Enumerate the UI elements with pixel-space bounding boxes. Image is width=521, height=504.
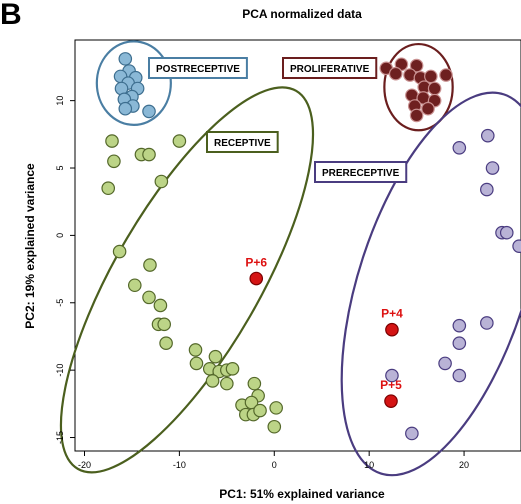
x-tick-label: -10: [173, 460, 186, 470]
proliferative-point: [427, 81, 442, 96]
prereceptive-point: [452, 368, 467, 383]
prereceptive-point: [452, 141, 467, 155]
prereceptive-point: [480, 316, 494, 330]
receptive-point: [159, 336, 173, 350]
receptive-point: [143, 258, 157, 272]
plot-frame: [74, 39, 521, 452]
proliferative-point: [424, 69, 438, 84]
annotated-point: [249, 271, 264, 286]
receptive-point: [142, 290, 156, 305]
x-axis-ticks: -20 -10 0 10 20: [78, 451, 469, 470]
point-annotations: P+6 P+4 P+5: [245, 256, 403, 393]
prereceptive-point: [512, 239, 521, 253]
prereceptive-point: [438, 356, 452, 371]
postreceptive-point: [118, 52, 133, 66]
annotation-p-5: P+5: [380, 378, 402, 392]
prereceptive-point: [385, 368, 399, 383]
proliferative-point: [388, 66, 403, 81]
receptive-point: [189, 356, 204, 371]
prereceptive-point: [499, 225, 514, 240]
proliferative-label-box: PROLIFERATIVE: [282, 57, 378, 79]
y-axis-ticks: -15 -10 -5 0 5 10: [55, 96, 75, 444]
proliferative-point: [409, 108, 424, 123]
receptive-point: [107, 154, 121, 169]
x-tick-label: -20: [78, 460, 91, 470]
y-tick-label: -15: [55, 431, 65, 444]
y-tick-label: -10: [55, 364, 65, 377]
annotated-point: [384, 394, 398, 408]
receptive-point: [220, 376, 234, 391]
receptive-point: [253, 403, 267, 418]
receptive-point: [157, 317, 171, 332]
receptive-label-box: RECEPTIVE: [206, 131, 279, 153]
proliferative-label: PROLIFERATIVE: [290, 64, 370, 75]
prereceptive-label: PRERECEPTIVE: [322, 168, 400, 179]
group-labels: POSTRECEPTIVE PROLIFERATIVE RECEPTIVE PRERE…: [148, 57, 408, 183]
prereceptive-point: [405, 426, 419, 441]
proliferative-point: [421, 101, 435, 116]
receptive-point: [267, 419, 282, 434]
prereceptive-point: [480, 128, 495, 143]
prereceptive-point: [480, 182, 494, 197]
proliferative-ellipse: [383, 42, 454, 132]
prereceptive-ellipse: [340, 91, 521, 477]
receptive-point: [127, 278, 142, 293]
receptive-point: [247, 376, 262, 391]
data-points: [101, 52, 521, 441]
annotated-point: [385, 322, 399, 337]
receptive-label-frame: [206, 131, 279, 153]
receptive-point: [225, 361, 240, 376]
panel-letter: B: [0, 0, 22, 31]
x-axis-label: PC1: 51% explained variance: [219, 487, 385, 501]
proliferative-label-frame: [282, 57, 378, 79]
postreceptive-label-frame: [148, 57, 248, 79]
receptive-point: [142, 147, 156, 162]
receptive-point: [188, 343, 203, 357]
proliferative-point: [409, 58, 424, 73]
receptive-label: RECEPTIVE: [214, 138, 271, 149]
proliferative-point: [439, 68, 453, 82]
receptive-point: [112, 244, 127, 259]
x-tick-label: 10: [364, 460, 374, 470]
prereceptive-point: [452, 318, 467, 333]
prereceptive-label-frame: [314, 161, 408, 183]
y-tick-label: 5: [55, 166, 65, 171]
receptive-point: [205, 374, 220, 388]
receptive-point: [269, 401, 283, 415]
receptive-point: [153, 298, 168, 313]
x-tick-label: 0: [272, 460, 277, 470]
receptive-point: [172, 134, 187, 148]
prereceptive-point: [485, 161, 500, 175]
group-ellipses: [59, 40, 521, 477]
postreceptive-label-box: POSTRECEPTIVE: [148, 57, 248, 79]
receptive-point: [101, 181, 116, 196]
postreceptive-point: [142, 104, 156, 119]
chart-title: PCA normalized data: [242, 7, 362, 21]
receptive-point: [105, 134, 119, 148]
postreceptive-point: [118, 101, 133, 116]
prereceptive-label-box: PRERECEPTIVE: [314, 161, 408, 183]
y-axis-label: PC2: 19% explained variance: [23, 163, 37, 329]
x-tick-label: 20: [459, 460, 469, 470]
prereceptive-point: [452, 336, 467, 350]
annotation-p-6: P+6: [245, 256, 267, 270]
y-tick-label: 0: [55, 233, 65, 238]
y-tick-label: 10: [55, 96, 65, 106]
receptive-point: [154, 174, 169, 189]
receptive-ellipse: [59, 86, 315, 474]
postreceptive-ellipse: [95, 40, 172, 126]
annotation-p-4: P+4: [381, 307, 403, 321]
receptive-point: [208, 349, 223, 364]
postreceptive-label: POSTRECEPTIVE: [156, 64, 240, 75]
y-tick-label: -5: [55, 299, 65, 307]
